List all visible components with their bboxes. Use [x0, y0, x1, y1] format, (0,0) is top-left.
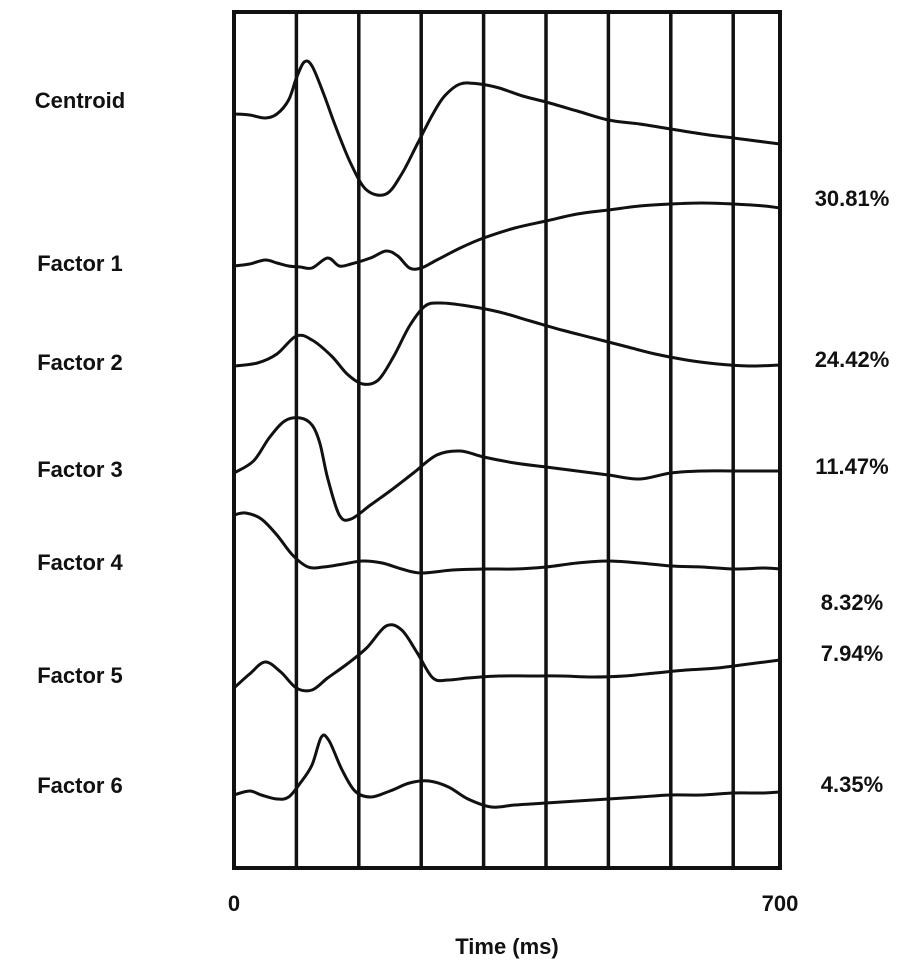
labels: Centroid Factor 1 30.81% Factor 2 24.42% Fact…	[35, 88, 890, 798]
variance-label-factor-3: 11.47%	[815, 454, 888, 479]
row-label-factor-5: Factor 5	[37, 663, 123, 688]
grid-lines	[294, 12, 735, 868]
trace-factor-2	[232, 301, 782, 386]
trace-factor-5	[232, 623, 782, 693]
row-label-centroid: Centroid	[35, 88, 125, 113]
variance-label-factor-5: 7.94%	[821, 641, 883, 666]
row-label-factor-3: Factor 3	[37, 457, 123, 482]
x-axis-title: Time (ms)	[455, 934, 559, 959]
trace-factor-3	[232, 416, 782, 522]
variance-label-factor-4: 8.32%	[821, 590, 883, 615]
traces	[232, 59, 782, 809]
trace-factor-4	[232, 511, 782, 575]
trace-factor-1	[232, 201, 782, 271]
variance-label-factor-6: 4.35%	[821, 772, 883, 797]
variance-label-factor-2: 24.42%	[815, 347, 890, 372]
row-label-factor-1: Factor 1	[37, 251, 123, 276]
row-label-factor-2: Factor 2	[37, 350, 123, 375]
trace-factor-6	[232, 733, 782, 809]
x-tick-label-end: 700	[762, 891, 799, 916]
x-tick-label-start: 0	[228, 891, 240, 916]
variance-label-factor-1: 30.81%	[815, 186, 890, 211]
row-label-factor-6: Factor 6	[37, 773, 123, 798]
row-label-factor-4: Factor 4	[37, 550, 123, 575]
trace-centroid	[232, 59, 782, 197]
plot-frame	[232, 10, 782, 870]
